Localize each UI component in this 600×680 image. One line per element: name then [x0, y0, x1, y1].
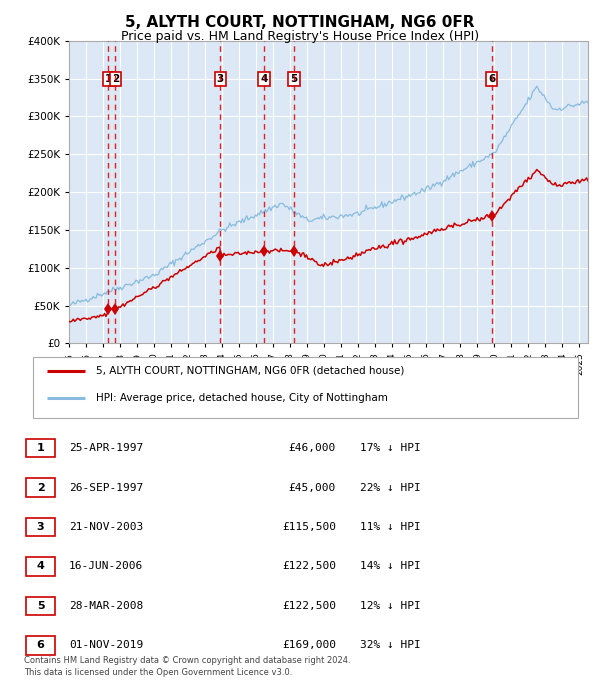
Text: 21-NOV-2003: 21-NOV-2003 — [69, 522, 143, 532]
Text: 6: 6 — [488, 73, 495, 84]
Text: 26-SEP-1997: 26-SEP-1997 — [69, 483, 143, 492]
Text: 2: 2 — [37, 483, 44, 492]
Text: 4: 4 — [260, 73, 268, 84]
Text: 17% ↓ HPI: 17% ↓ HPI — [360, 443, 421, 453]
Text: £46,000: £46,000 — [289, 443, 336, 453]
Text: 11% ↓ HPI: 11% ↓ HPI — [360, 522, 421, 532]
Text: 1: 1 — [104, 73, 112, 84]
Text: 5: 5 — [37, 601, 44, 611]
Text: 01-NOV-2019: 01-NOV-2019 — [69, 641, 143, 650]
Text: £122,500: £122,500 — [282, 562, 336, 571]
Text: 5, ALYTH COURT, NOTTINGHAM, NG6 0FR: 5, ALYTH COURT, NOTTINGHAM, NG6 0FR — [125, 15, 475, 30]
Text: £45,000: £45,000 — [289, 483, 336, 492]
FancyBboxPatch shape — [26, 479, 55, 496]
Text: Price paid vs. HM Land Registry's House Price Index (HPI): Price paid vs. HM Land Registry's House … — [121, 30, 479, 43]
FancyBboxPatch shape — [26, 597, 55, 615]
Text: 28-MAR-2008: 28-MAR-2008 — [69, 601, 143, 611]
FancyBboxPatch shape — [26, 518, 55, 536]
Text: 2: 2 — [112, 73, 119, 84]
Text: £115,500: £115,500 — [282, 522, 336, 532]
FancyBboxPatch shape — [33, 357, 578, 418]
Text: 22% ↓ HPI: 22% ↓ HPI — [360, 483, 421, 492]
FancyBboxPatch shape — [26, 439, 55, 458]
Text: 16-JUN-2006: 16-JUN-2006 — [69, 562, 143, 571]
Text: £122,500: £122,500 — [282, 601, 336, 611]
Text: HPI: Average price, detached house, City of Nottingham: HPI: Average price, detached house, City… — [96, 393, 388, 403]
FancyBboxPatch shape — [26, 636, 55, 654]
Text: 6: 6 — [37, 641, 44, 650]
Text: 32% ↓ HPI: 32% ↓ HPI — [360, 641, 421, 650]
Text: £169,000: £169,000 — [282, 641, 336, 650]
Text: 3: 3 — [37, 522, 44, 532]
Text: 4: 4 — [37, 562, 44, 571]
Text: 14% ↓ HPI: 14% ↓ HPI — [360, 562, 421, 571]
Text: 25-APR-1997: 25-APR-1997 — [69, 443, 143, 453]
Text: 1: 1 — [37, 443, 44, 453]
Text: 5: 5 — [290, 73, 298, 84]
Text: 3: 3 — [217, 73, 224, 84]
Text: 5, ALYTH COURT, NOTTINGHAM, NG6 0FR (detached house): 5, ALYTH COURT, NOTTINGHAM, NG6 0FR (det… — [96, 366, 404, 375]
Text: Contains HM Land Registry data © Crown copyright and database right 2024.
This d: Contains HM Land Registry data © Crown c… — [24, 656, 350, 677]
FancyBboxPatch shape — [26, 558, 55, 575]
Text: 12% ↓ HPI: 12% ↓ HPI — [360, 601, 421, 611]
